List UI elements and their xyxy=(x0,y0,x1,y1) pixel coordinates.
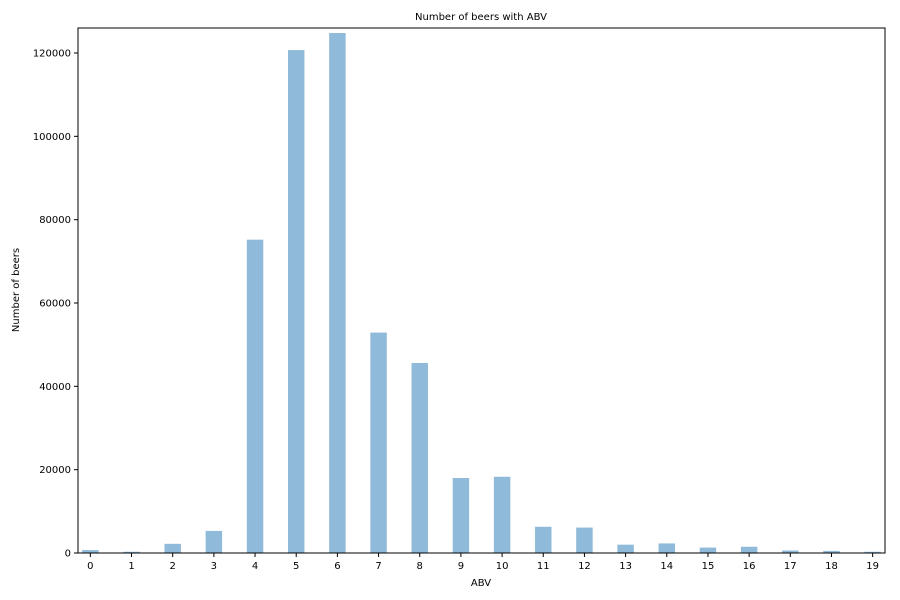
chart-title: Number of beers with ABV xyxy=(415,12,547,23)
bar-abv-7 xyxy=(370,332,387,553)
y-tick-label: 0 xyxy=(65,549,71,560)
bar-abv-2 xyxy=(164,543,181,553)
bars-group xyxy=(82,33,881,554)
y-tick-label: 20000 xyxy=(39,465,71,476)
x-ticks-group: 0 1 2 3 4 5 6 7 8 9 10 11 12 13 14 15 16 17 18 19 xyxy=(87,553,879,572)
bar-abv-18 xyxy=(823,550,840,553)
bar-abv-12 xyxy=(576,527,593,553)
x-tick-label: 9 xyxy=(458,561,464,572)
x-tick-label: 17 xyxy=(784,561,797,572)
x-tick-label: 7 xyxy=(375,561,381,572)
bar-abv-3 xyxy=(205,530,223,553)
bar-abv-11 xyxy=(535,526,552,553)
x-tick-label: 14 xyxy=(660,561,673,572)
bar-abv-6 xyxy=(329,33,346,553)
y-tick-label: 40000 xyxy=(39,382,71,393)
plot-frame xyxy=(77,27,886,554)
y-ticks-group: 0 20000 40000 60000 80000 100000 120000 xyxy=(33,49,78,560)
bar-abv-4 xyxy=(246,239,264,554)
y-tick-label: 120000 xyxy=(33,49,71,60)
bar-abv-9 xyxy=(452,478,470,553)
x-tick-label: 16 xyxy=(743,561,756,572)
y-tick-label: 100000 xyxy=(33,132,71,143)
bar-abv-14 xyxy=(658,543,676,553)
x-tick-label: 13 xyxy=(619,561,632,572)
bar-abv-8 xyxy=(411,363,428,553)
bar-abv-19 xyxy=(864,551,881,553)
bar-abv-13 xyxy=(617,544,634,553)
x-tick-label: 3 xyxy=(211,561,217,572)
x-tick-label: 12 xyxy=(578,561,591,572)
bar-abv-5 xyxy=(287,50,305,553)
x-tick-label: 15 xyxy=(702,561,715,572)
x-tick-label: 10 xyxy=(496,561,509,572)
x-tick-label: 19 xyxy=(866,561,879,572)
x-tick-label: 11 xyxy=(537,561,550,572)
x-tick-label: 0 xyxy=(87,561,93,572)
bar-abv-10 xyxy=(493,476,511,553)
x-tick-label: 5 xyxy=(293,561,299,572)
x-tick-label: 2 xyxy=(170,561,176,572)
x-tick-label: 4 xyxy=(252,561,258,572)
bar-abv-16 xyxy=(740,546,758,553)
bar-abv-0 xyxy=(82,550,99,553)
x-tick-label: 1 xyxy=(128,561,134,572)
bar-abv-15 xyxy=(699,547,717,553)
bar-abv-17 xyxy=(782,550,799,553)
x-tick-label: 6 xyxy=(334,561,340,572)
bar-abv-1 xyxy=(123,551,140,553)
x-axis-label: ABV xyxy=(471,578,491,589)
y-axis-label: Number of beers xyxy=(11,248,22,332)
y-tick-label: 80000 xyxy=(39,215,71,226)
x-tick-label: 8 xyxy=(417,561,423,572)
y-tick-label: 60000 xyxy=(39,299,71,310)
x-tick-label: 18 xyxy=(825,561,838,572)
